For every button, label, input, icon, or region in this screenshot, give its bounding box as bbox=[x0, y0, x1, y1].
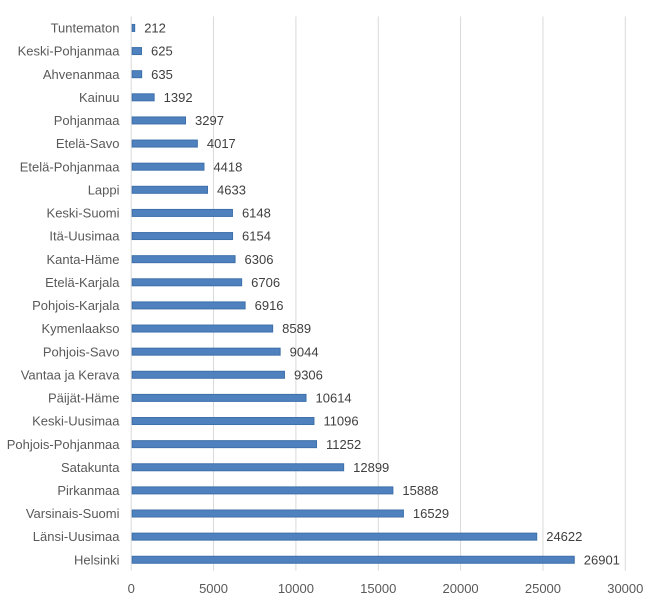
svg-text:625: 625 bbox=[151, 44, 173, 59]
svg-text:25000: 25000 bbox=[525, 581, 561, 596]
svg-text:4418: 4418 bbox=[213, 159, 242, 174]
svg-text:0: 0 bbox=[128, 581, 135, 596]
svg-text:6148: 6148 bbox=[242, 206, 271, 221]
svg-text:15000: 15000 bbox=[360, 581, 396, 596]
svg-text:Helsinki: Helsinki bbox=[74, 552, 120, 567]
svg-text:Kanta-Häme: Kanta-Häme bbox=[47, 252, 120, 267]
svg-text:Etelä-Savo: Etelä-Savo bbox=[56, 136, 120, 151]
svg-text:Pirkanmaa: Pirkanmaa bbox=[57, 483, 120, 498]
svg-text:10000: 10000 bbox=[278, 581, 314, 596]
svg-text:6154: 6154 bbox=[242, 229, 271, 244]
svg-text:Ahvenanmaa: Ahvenanmaa bbox=[43, 67, 120, 82]
svg-text:Keski-Suomi: Keski-Suomi bbox=[47, 206, 120, 221]
svg-text:30000: 30000 bbox=[607, 581, 643, 596]
svg-text:5000: 5000 bbox=[199, 581, 228, 596]
svg-text:15888: 15888 bbox=[402, 483, 438, 498]
svg-text:Lappi: Lappi bbox=[88, 182, 120, 197]
svg-text:Tuntematon: Tuntematon bbox=[51, 21, 120, 36]
svg-text:Pohjois-Savo: Pohjois-Savo bbox=[43, 344, 120, 359]
svg-text:8589: 8589 bbox=[282, 321, 311, 336]
svg-text:Keski-Pohjanmaa: Keski-Pohjanmaa bbox=[18, 44, 121, 59]
svg-text:Länsi-Uusimaa: Länsi-Uusimaa bbox=[33, 529, 120, 544]
svg-text:26901: 26901 bbox=[584, 552, 620, 567]
svg-text:6706: 6706 bbox=[251, 275, 280, 290]
svg-text:1392: 1392 bbox=[164, 90, 193, 105]
svg-text:Satakunta: Satakunta bbox=[61, 460, 120, 475]
svg-text:4633: 4633 bbox=[217, 182, 246, 197]
svg-text:Päijät-Häme: Päijät-Häme bbox=[48, 391, 120, 406]
svg-text:Pohjois-Pohjanmaa: Pohjois-Pohjanmaa bbox=[7, 437, 121, 452]
svg-text:6916: 6916 bbox=[255, 298, 284, 313]
svg-text:6306: 6306 bbox=[245, 252, 274, 267]
svg-text:Varsinais-Suomi: Varsinais-Suomi bbox=[26, 506, 120, 521]
svg-text:Etelä-Pohjanmaa: Etelä-Pohjanmaa bbox=[20, 159, 120, 174]
svg-text:Vantaa ja Kerava: Vantaa ja Kerava bbox=[21, 367, 121, 382]
svg-text:212: 212 bbox=[144, 21, 166, 36]
svg-text:11096: 11096 bbox=[323, 414, 358, 429]
svg-text:635: 635 bbox=[151, 67, 173, 82]
svg-text:Keski-Uusimaa: Keski-Uusimaa bbox=[32, 414, 120, 429]
svg-text:16529: 16529 bbox=[413, 506, 449, 521]
svg-text:9044: 9044 bbox=[290, 344, 319, 359]
svg-text:Kymenlaakso: Kymenlaakso bbox=[41, 321, 119, 336]
svg-text:11252: 11252 bbox=[326, 437, 361, 452]
svg-text:Pohjois-Karjala: Pohjois-Karjala bbox=[32, 298, 120, 313]
svg-text:3297: 3297 bbox=[195, 113, 224, 128]
svg-text:24622: 24622 bbox=[546, 529, 582, 544]
svg-text:Itä-Uusimaa: Itä-Uusimaa bbox=[49, 229, 120, 244]
svg-text:Etelä-Karjala: Etelä-Karjala bbox=[45, 275, 120, 290]
svg-text:12899: 12899 bbox=[353, 460, 389, 475]
svg-text:4017: 4017 bbox=[207, 136, 236, 151]
svg-text:20000: 20000 bbox=[443, 581, 479, 596]
svg-text:9306: 9306 bbox=[294, 367, 323, 382]
svg-text:10614: 10614 bbox=[316, 391, 352, 406]
svg-text:Pohjanmaa: Pohjanmaa bbox=[54, 113, 121, 128]
svg-text:Kainuu: Kainuu bbox=[79, 90, 119, 105]
